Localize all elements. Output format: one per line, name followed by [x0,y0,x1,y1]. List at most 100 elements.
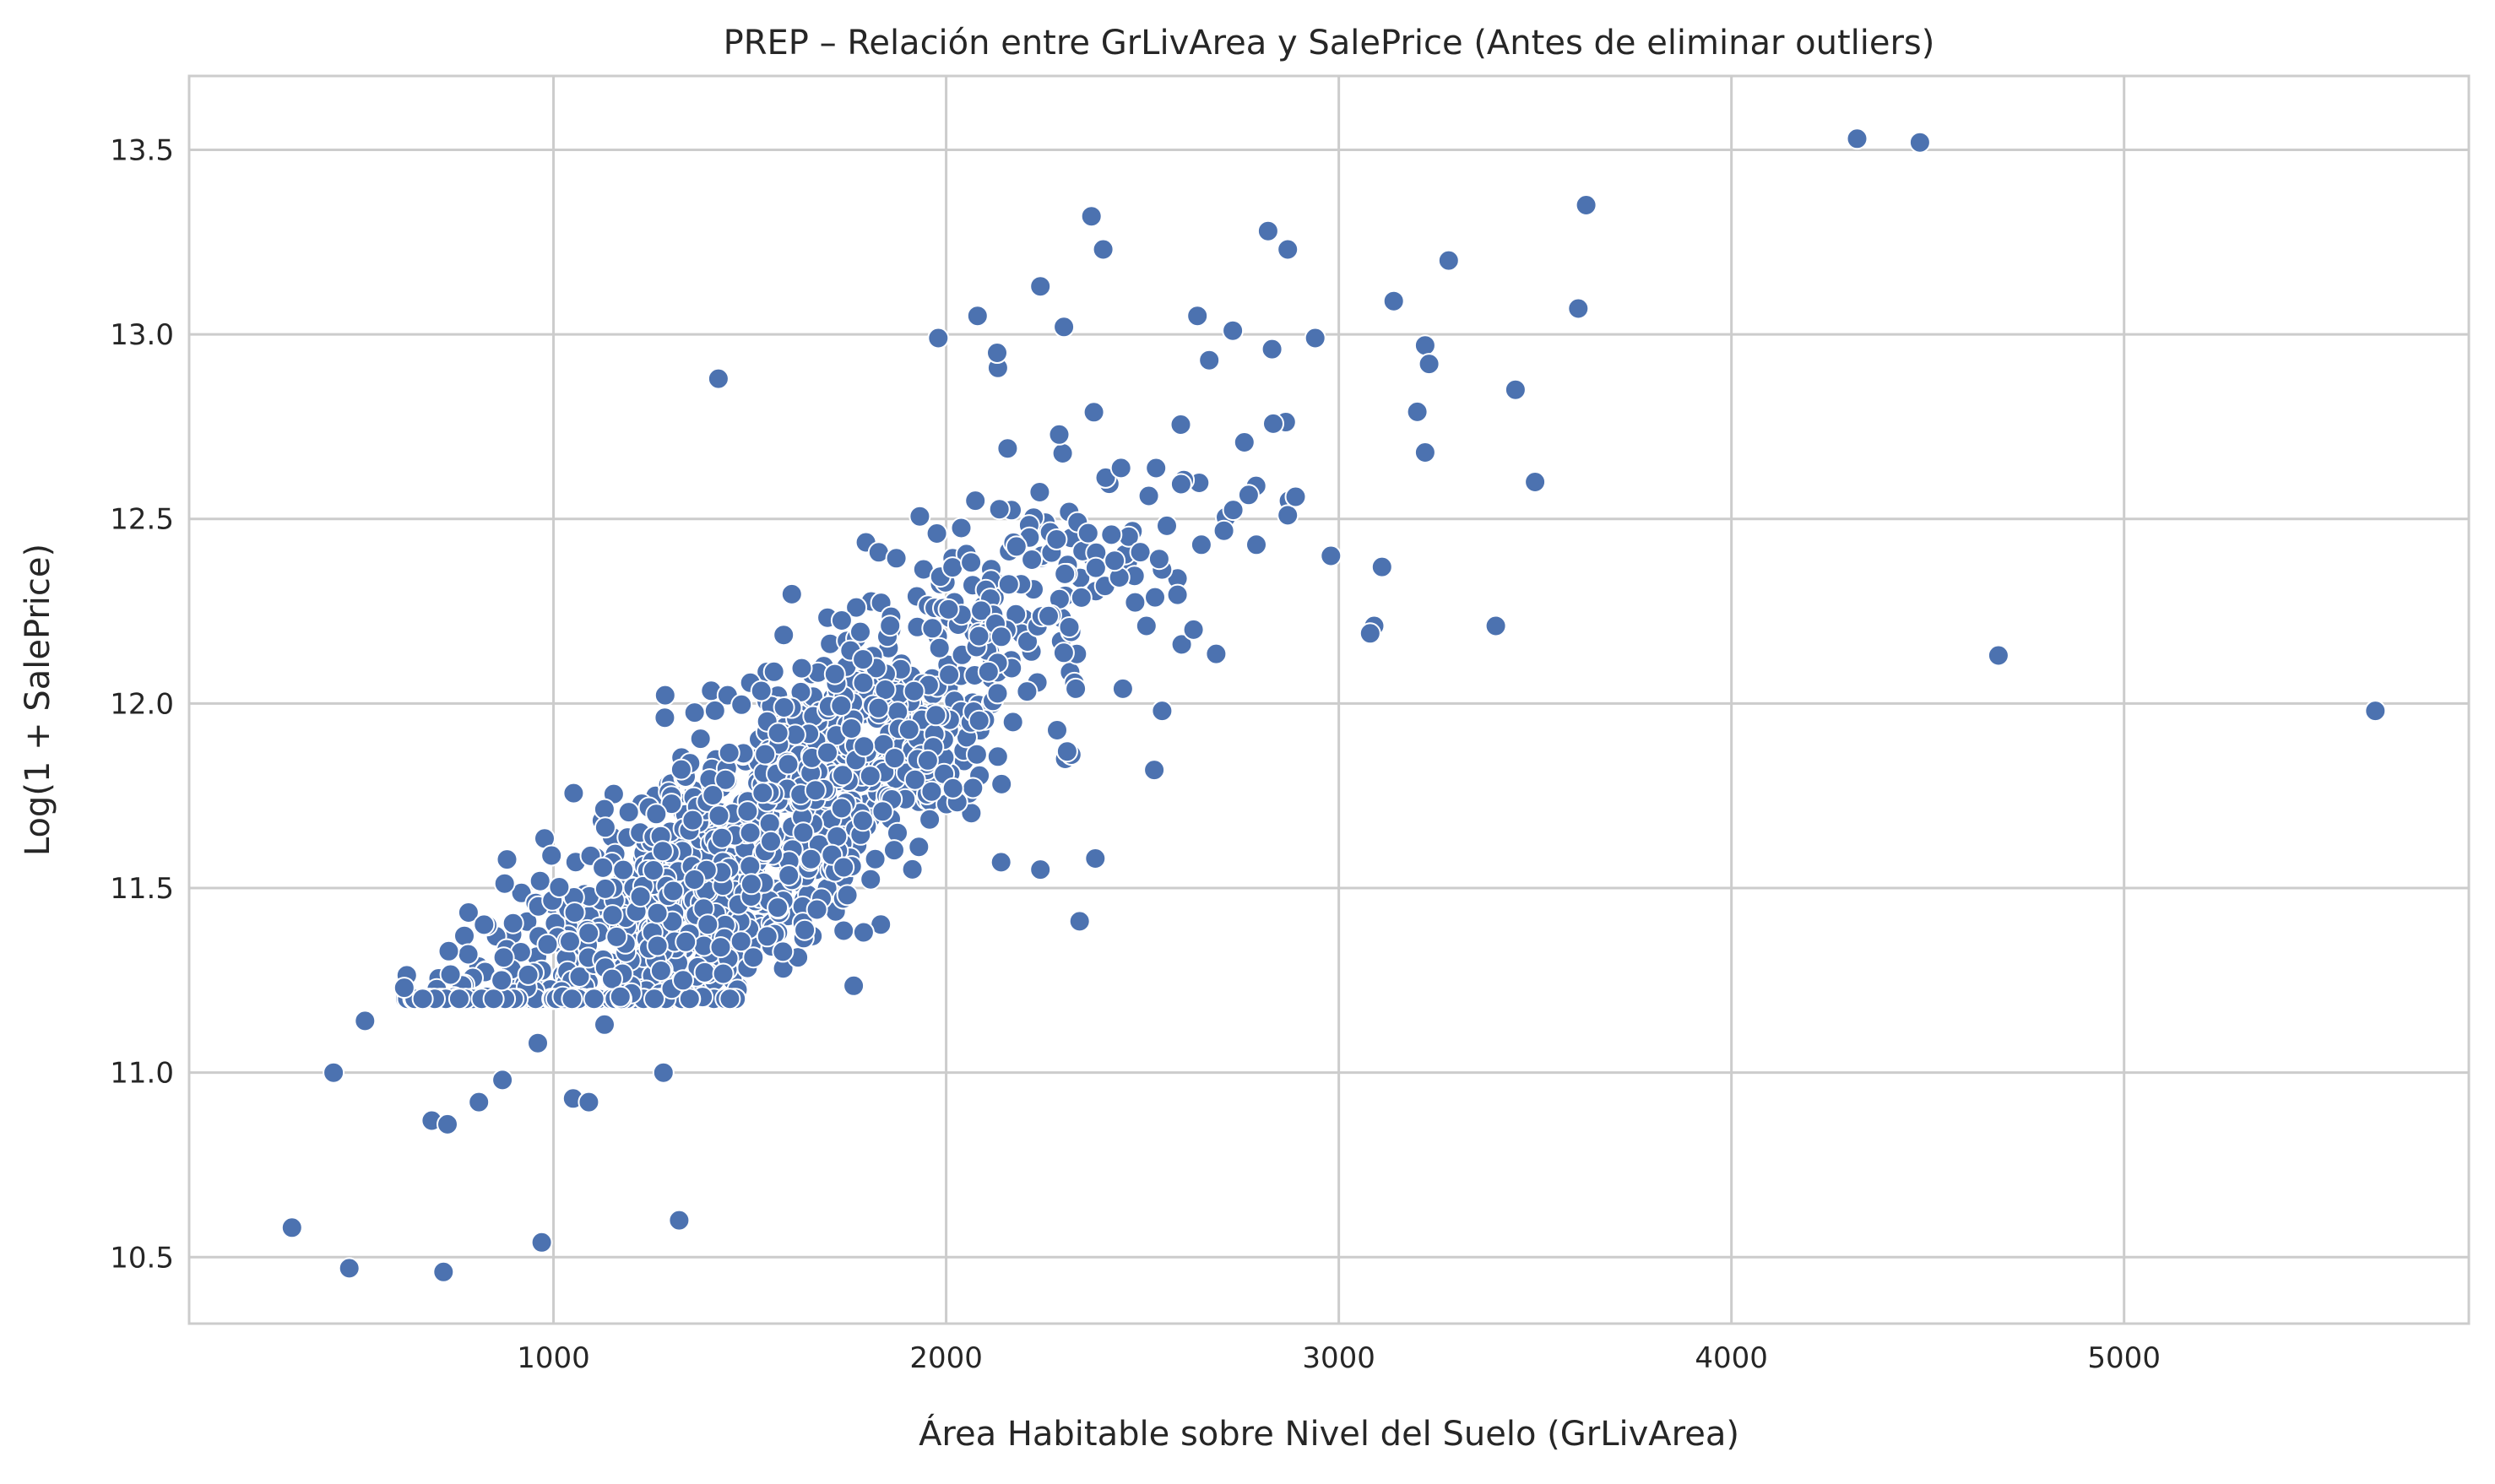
data-point [1104,550,1126,572]
data-point [1070,586,1093,609]
data-point [1169,473,1192,496]
data-point [354,1010,377,1032]
data-point [1222,319,1245,342]
data-point [1029,275,1052,298]
data-point [654,707,676,729]
data-point [1001,711,1024,734]
data-point [883,747,906,770]
data-point [800,848,822,870]
data-point [601,967,623,990]
data-point [1135,615,1158,637]
data-point [823,663,846,685]
data-point [660,793,683,815]
data-point [1575,194,1597,216]
data-point [714,768,737,791]
data-point [767,722,789,745]
data-point [970,599,993,622]
data-point [703,699,726,722]
data-point [925,523,948,544]
data-point [928,636,951,659]
data-point [559,930,581,953]
data-point [1256,219,1279,242]
data-point [1144,586,1166,609]
data-point [836,884,859,907]
data-point [453,924,475,947]
data-point [1484,615,1507,637]
data-point [739,821,762,844]
data-point [778,864,800,886]
data-point [790,657,813,680]
data-point [919,808,941,831]
data-point [773,624,795,647]
data-point [1524,471,1547,493]
data-point [968,709,990,732]
data-point [1406,400,1429,423]
data-point [1055,740,1078,763]
data-point [1005,535,1028,558]
y-axis-label: Log(1 + SalePrice) [19,544,57,856]
data-point [950,517,973,539]
data-point [1320,544,1342,567]
data-point [1052,642,1075,664]
data-point [1046,719,1068,741]
data-point [990,772,1013,795]
data-point [756,925,778,948]
data-point [563,902,586,923]
data-point [612,858,635,881]
data-point [1908,131,1931,154]
data-point [843,974,865,997]
data-point [805,898,828,921]
data-point [990,626,1012,648]
data-point [938,663,961,686]
data-point [1166,583,1189,606]
data-point [1021,549,1044,571]
data-point [1222,499,1245,522]
data-point [654,684,676,707]
data-point [864,848,887,870]
data-point [986,342,1008,364]
data-point [760,830,782,853]
data-point [988,498,1011,521]
chart-title: PREP – Relación entre GrLivArea y SalePr… [724,24,1935,62]
data-point [1437,249,1460,272]
data-point [986,745,1009,768]
data-point [1304,327,1326,349]
data-point [1143,759,1166,782]
data-point [496,848,518,871]
ticks-layer: 1000 2000 3000 4000 5000 10.5 11.0 11.5 12.0 12.5… [110,133,2161,1375]
data-point [1182,618,1205,641]
data-point [1418,353,1440,376]
data-point [1028,481,1051,503]
data-point [1124,591,1147,614]
data-point [1190,533,1212,556]
data-point [711,826,733,849]
data-point [1053,316,1076,339]
data-point [323,1061,345,1084]
y-tick-label: 12.0 [110,687,174,721]
data-point [909,505,931,528]
data-point [1082,401,1105,424]
data-point [718,741,740,764]
data-point [1094,466,1117,489]
data-point [492,946,515,969]
data-point [1129,541,1152,564]
data-point [643,988,665,1010]
data-point [937,598,960,620]
data-point [997,573,1020,596]
plot-frame [187,74,2471,1325]
data-point [437,1113,458,1135]
data-point [777,753,800,776]
data-point [393,977,415,999]
x-tick-label: 4000 [1695,1341,1768,1375]
data-point [645,803,668,826]
data-point [1058,616,1081,638]
data-point [879,615,902,637]
data-point [977,660,1000,683]
data-point [646,902,669,924]
data-point [736,800,759,823]
data-point [540,844,563,867]
data-point [502,912,524,934]
data-point [668,1209,691,1232]
y-tick-label: 10.5 [110,1241,174,1275]
data-point [730,693,753,716]
